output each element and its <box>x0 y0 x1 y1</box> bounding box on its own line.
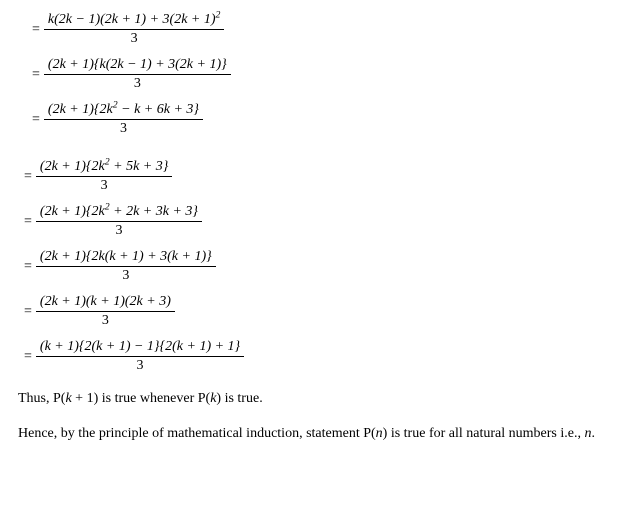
equals-sign: = <box>24 169 32 185</box>
conclusion-line-1: Thus, P(k + 1) is true whenever P(k) is … <box>18 388 612 409</box>
fraction: k(2k − 1)(2k + 1) + 3(2k + 1)23 <box>44 12 225 47</box>
equation-line: =(2k + 1){2k2 + 2k + 3k + 3}3 <box>24 204 612 239</box>
equals-sign: = <box>32 22 40 38</box>
equation-line: =(2k + 1){2k(k + 1) + 3(k + 1)}3 <box>24 249 612 284</box>
var-n: n <box>376 426 383 441</box>
denominator: 3 <box>137 357 144 374</box>
numerator: (2k + 1){2k2 + 2k + 3k + 3} <box>36 204 202 222</box>
fraction: (2k + 1){2k2 + 2k + 3k + 3}3 <box>36 204 202 239</box>
denominator: 3 <box>115 222 122 239</box>
denominator: 3 <box>122 267 129 284</box>
equation-block: =k(2k − 1)(2k + 1) + 3(2k + 1)23=(2k + 1… <box>18 12 612 374</box>
equals-sign: = <box>32 67 40 83</box>
equation-line: =(2k + 1){2k2 + 5k + 3}3 <box>24 159 612 194</box>
equation-line: =(2k + 1){2k2 − k + 6k + 3}3 <box>32 102 612 137</box>
fraction: (2k + 1){k(2k − 1) + 3(2k + 1)}3 <box>44 57 231 92</box>
text-fragment: Hence, by the principle of mathematical … <box>18 426 376 441</box>
equals-sign: = <box>24 259 32 275</box>
numerator: (2k + 1){2k2 − k + 6k + 3} <box>44 102 203 120</box>
denominator: 3 <box>102 312 109 329</box>
text-fragment: + 1) is true whenever P( <box>72 391 211 406</box>
numerator: (k + 1){2(k + 1) − 1}{2(k + 1) + 1} <box>36 339 244 357</box>
text-fragment: . <box>591 426 595 441</box>
conclusion-line-2: Hence, by the principle of mathematical … <box>18 423 612 444</box>
equals-sign: = <box>24 349 32 365</box>
numerator: k(2k − 1)(2k + 1) + 3(2k + 1)2 <box>44 12 225 30</box>
denominator: 3 <box>120 120 127 137</box>
denominator: 3 <box>134 75 141 92</box>
equals-sign: = <box>24 214 32 230</box>
fraction: (2k + 1)(k + 1)(2k + 3)3 <box>36 294 175 329</box>
equation-line: =(2k + 1)(k + 1)(2k + 3)3 <box>24 294 612 329</box>
numerator: (2k + 1){k(2k − 1) + 3(2k + 1)} <box>44 57 231 75</box>
fraction: (2k + 1){2k(k + 1) + 3(k + 1)}3 <box>36 249 216 284</box>
equation-line: =(2k + 1){k(2k − 1) + 3(2k + 1)}3 <box>32 57 612 92</box>
numerator: (2k + 1){2k2 + 5k + 3} <box>36 159 172 177</box>
text-fragment: ) is true for all natural numbers i.e., <box>383 426 585 441</box>
fraction: (2k + 1){2k2 − k + 6k + 3}3 <box>44 102 203 137</box>
equation-line: =k(2k − 1)(2k + 1) + 3(2k + 1)23 <box>32 12 612 47</box>
equals-sign: = <box>24 304 32 320</box>
numerator: (2k + 1){2k(k + 1) + 3(k + 1)} <box>36 249 216 267</box>
fraction: (2k + 1){2k2 + 5k + 3}3 <box>36 159 172 194</box>
fraction: (k + 1){2(k + 1) − 1}{2(k + 1) + 1}3 <box>36 339 244 374</box>
denominator: 3 <box>101 177 108 194</box>
text-fragment: ) is true. <box>216 391 262 406</box>
equals-sign: = <box>32 112 40 128</box>
denominator: 3 <box>131 30 138 47</box>
text-fragment: Thus, P( <box>18 391 65 406</box>
numerator: (2k + 1)(k + 1)(2k + 3) <box>36 294 175 312</box>
equation-line: =(k + 1){2(k + 1) − 1}{2(k + 1) + 1}3 <box>24 339 612 374</box>
